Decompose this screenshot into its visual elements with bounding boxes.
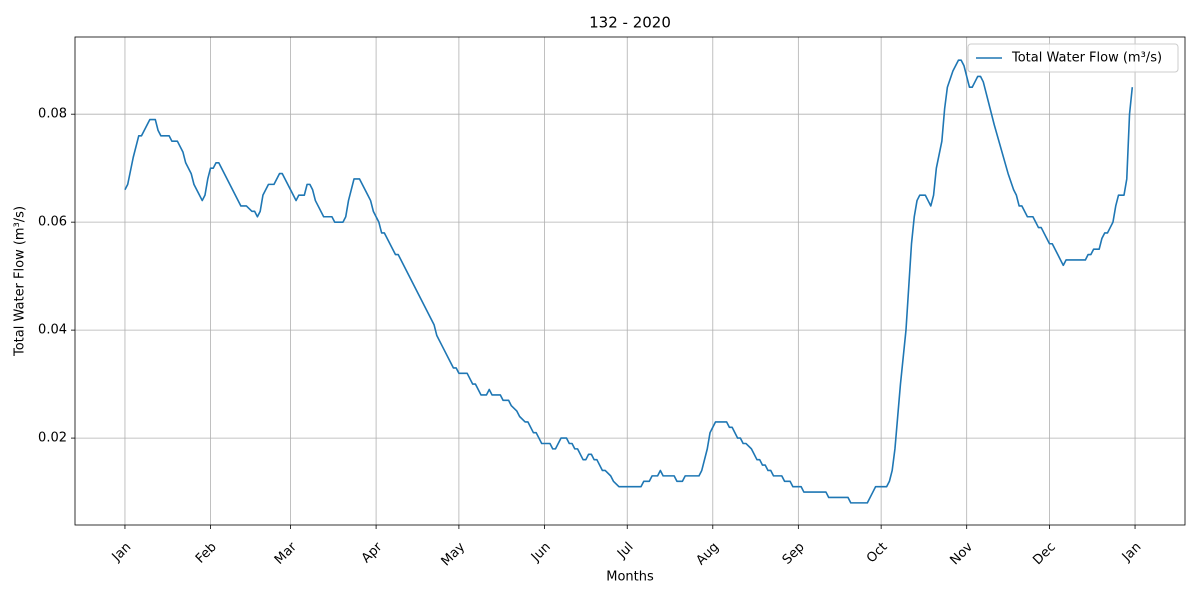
y-tick-label: 0.02	[38, 431, 67, 446]
y-axis-label: Total Water Flow (m³/s)	[13, 206, 28, 357]
chart-title: 132 - 2020	[589, 14, 671, 32]
legend-label: Total Water Flow (m³/s)	[1011, 51, 1162, 66]
y-tick-label: 0.06	[38, 215, 67, 230]
y-tick-label: 0.04	[38, 323, 67, 338]
legend-box	[967, 43, 1179, 73]
y-tick-label: 0.08	[38, 107, 67, 122]
data-line	[124, 59, 1134, 504]
plot-frame	[74, 36, 1186, 526]
x-axis-label: Months	[606, 570, 654, 585]
